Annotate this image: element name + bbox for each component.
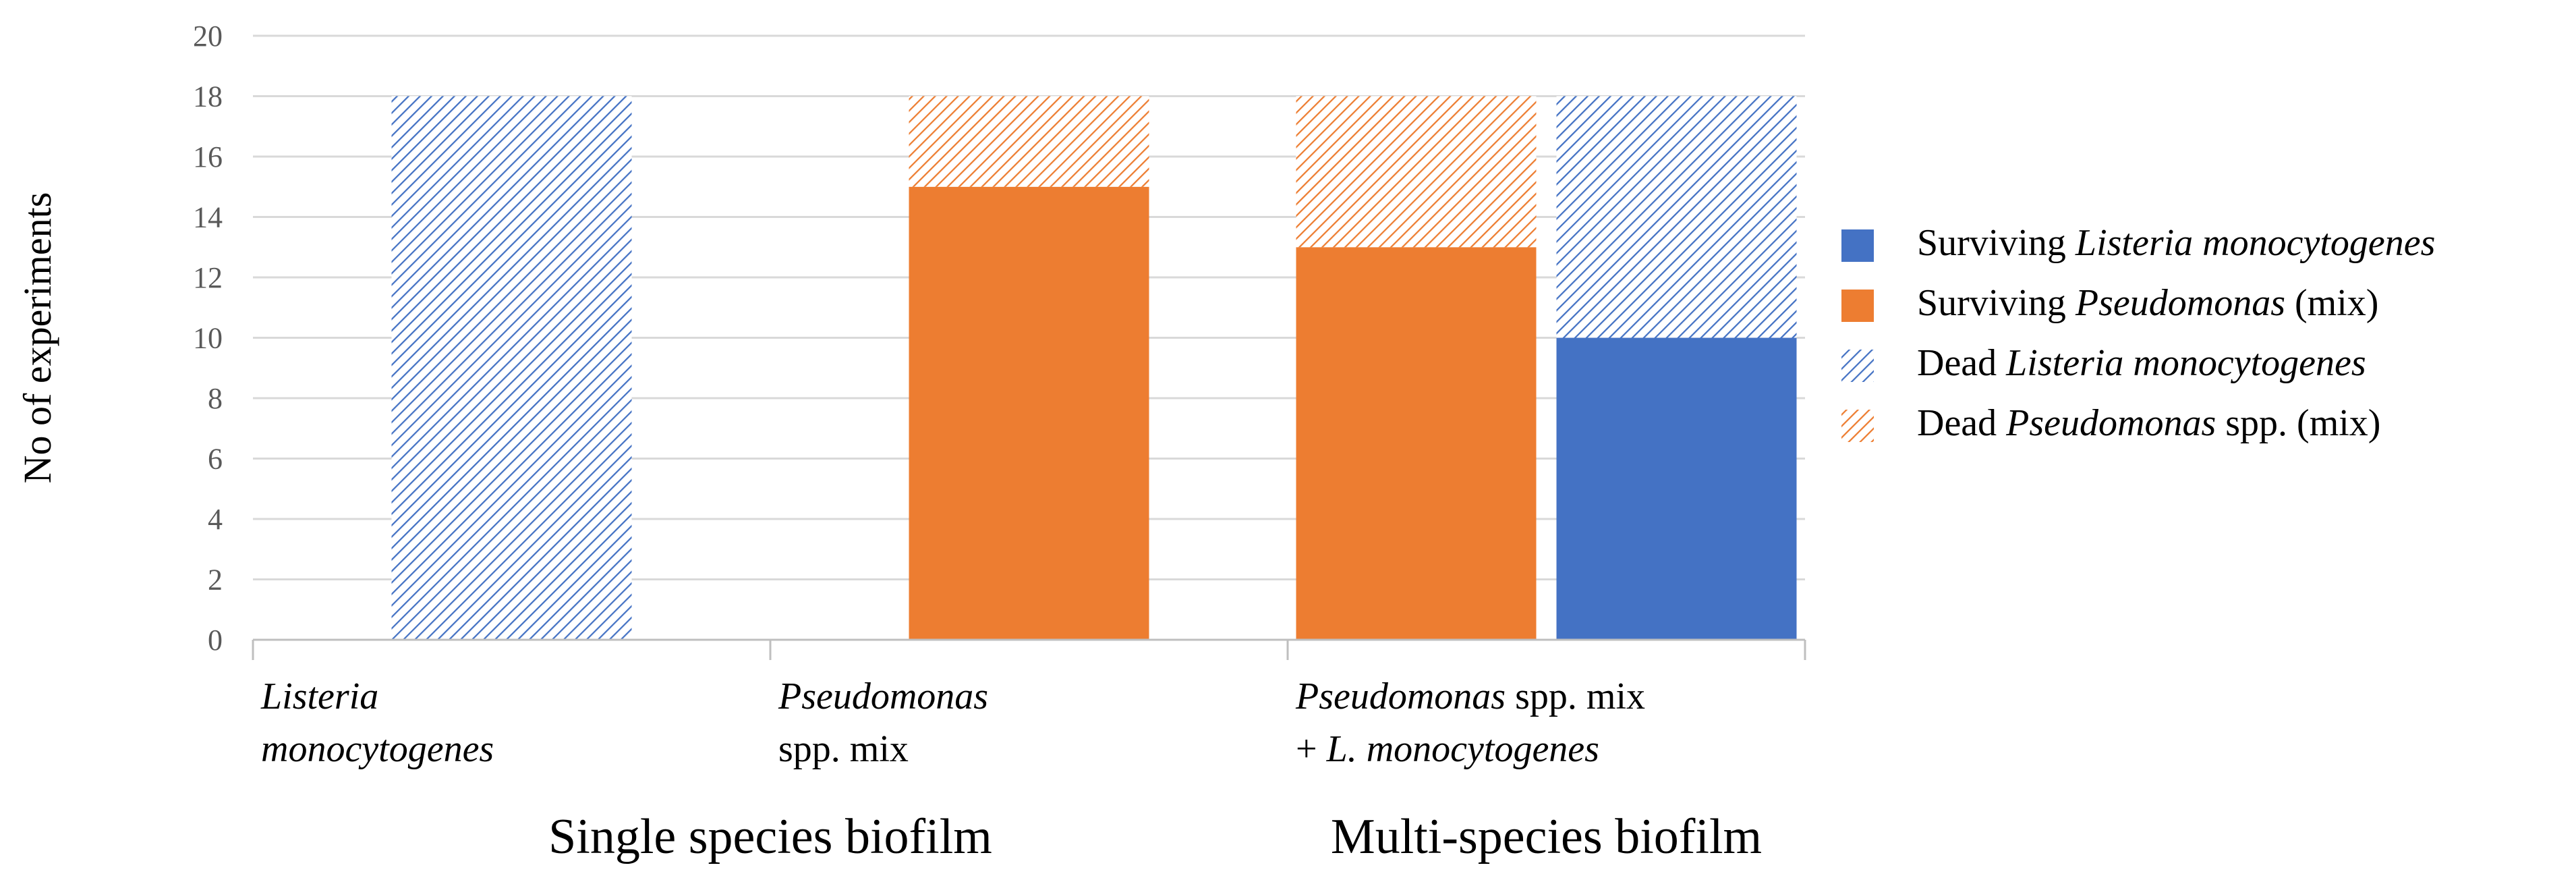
category-label-run: Pseudomonas: [1295, 676, 1506, 717]
legend-label-run: Surviving: [1917, 222, 2076, 264]
bar-segment-surv_lm: [1556, 337, 1797, 640]
category-label: Listeria: [260, 676, 378, 717]
legend-swatch-dead_lm: [1841, 350, 1874, 382]
labels: 0 2 4 6 8 10 12 14 16 18 20 No of experiments Lister…: [16, 20, 1762, 865]
category-label-run: L. monocytogenes: [1326, 728, 1599, 770]
category-label-run: spp. mix: [778, 728, 909, 770]
group-label: Single species biofilm: [548, 809, 992, 865]
y-tick-label: 16: [193, 140, 223, 173]
y-tick-label: 0: [208, 624, 223, 657]
axes: [252, 638, 1806, 660]
y-tick-label: 2: [208, 564, 223, 597]
category-label-run: monocytogenes: [261, 728, 494, 770]
y-tick-label: 6: [208, 443, 223, 476]
y-tick-label: 10: [193, 322, 223, 355]
legend-label-surv_ps: Surviving Pseudomonas (mix): [1917, 282, 2378, 324]
legend-label-dead_ps: Dead Pseudomonas spp. (mix): [1917, 402, 2380, 444]
bar-segment-dead_ps: [909, 96, 1149, 187]
category-label-run: Listeria: [260, 676, 378, 717]
group-label: Multi-species biofilm: [1331, 809, 1762, 865]
category-label-run: +: [1296, 728, 1327, 770]
category-label: spp. mix: [778, 728, 909, 770]
category-label-run: spp. mix: [1506, 676, 1645, 717]
category-label: Pseudomonas spp. mix: [1295, 676, 1645, 717]
legend-label-run: Surviving: [1917, 282, 2076, 324]
legend-label-run: Dead: [1917, 342, 2006, 384]
legend-label-run: Pseudomonas: [2005, 402, 2216, 444]
y-tick-label: 18: [193, 80, 223, 113]
category-label: monocytogenes: [261, 728, 494, 770]
y-tick-label: 20: [193, 20, 223, 53]
legend-swatch-surv_ps: [1841, 290, 1874, 322]
legend-label-run: Dead: [1917, 402, 2006, 444]
legend-swatch-dead_ps: [1841, 410, 1874, 442]
y-tick-label: 14: [193, 201, 223, 234]
bar-segment-dead_ps: [1296, 96, 1537, 248]
bar-segment-surv_ps: [909, 186, 1149, 640]
legend-label-dead_lm: Dead Listeria monocytogenes: [1917, 342, 2366, 384]
legend-label-surv_lm: Surviving Listeria monocytogenes: [1917, 222, 2435, 264]
bar-segment-dead_lm: [391, 96, 632, 640]
legend: Surviving Listeria monocytogenesSurvivin…: [1841, 222, 2435, 444]
bar-segment-dead_lm: [1556, 96, 1797, 338]
legend-label-run: Pseudomonas: [2075, 282, 2285, 324]
category-label: + L. monocytogenes: [1296, 728, 1599, 770]
y-tick-label: 12: [193, 261, 223, 294]
y-tick-label: 4: [208, 503, 223, 536]
legend-label-run: Listeria monocytogenes: [2005, 342, 2366, 384]
bar-segment-surv_ps: [1296, 247, 1537, 640]
legend-label-run: spp. (mix): [2216, 402, 2380, 444]
legend-label-run: Listeria monocytogenes: [2075, 222, 2435, 264]
bars: [391, 96, 1797, 640]
category-label-run: Pseudomonas: [778, 676, 988, 717]
y-axis-label: No of experiments: [16, 192, 59, 484]
legend-label-run: (mix): [2285, 282, 2378, 324]
legend-swatch-surv_lm: [1841, 229, 1874, 262]
category-label: Pseudomonas: [778, 676, 988, 717]
y-tick-label: 8: [208, 382, 223, 415]
